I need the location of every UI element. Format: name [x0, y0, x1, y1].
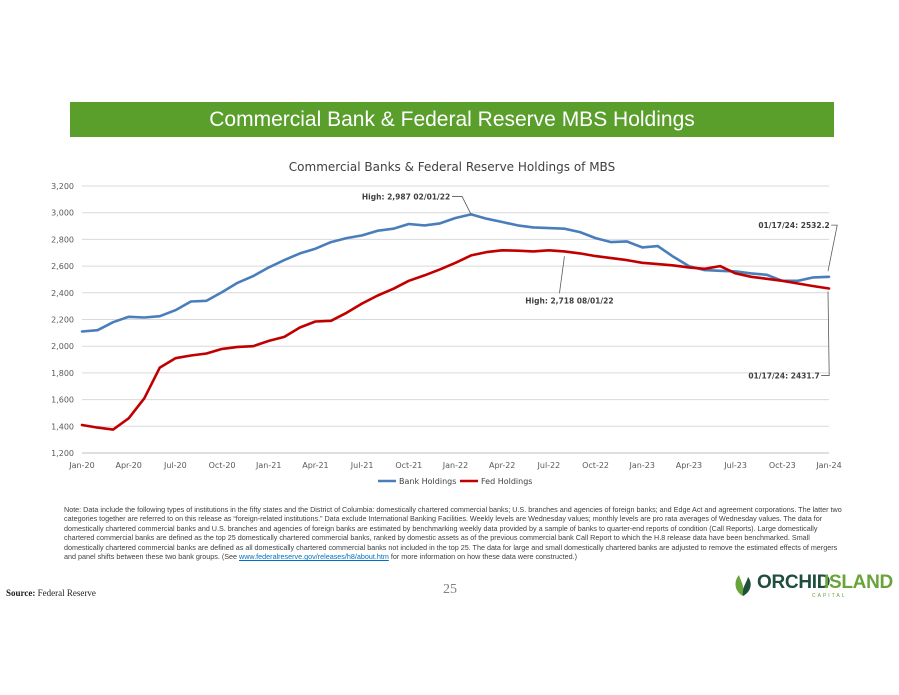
x-tick-label: Jan-21	[255, 461, 281, 470]
federal-reserve-link[interactable]: www.federalreserve.gov/releases/h8/about…	[239, 552, 389, 562]
y-tick-label: 1,400	[51, 422, 74, 431]
x-tick-label: Jul-23	[723, 461, 747, 470]
logo-subtitle: CAPITAL	[812, 593, 847, 599]
x-tick-label: Oct-20	[209, 461, 236, 470]
mbs-line-chart: 1,200 1,400 1,600 1,800 2,000 2,200 2,400 2,600…	[51, 182, 842, 486]
x-tick-label: Oct-22	[582, 461, 609, 470]
annotation-leader	[452, 196, 472, 215]
y-tick-label: 3,000	[51, 209, 74, 218]
leaf-logo-icon	[735, 575, 751, 596]
x-tick-label: Jul-22	[537, 461, 561, 470]
y-tick-label: 1,200	[51, 449, 74, 458]
note-text-end: for more information on how these data w…	[388, 552, 578, 562]
note-text: Note: Data include the following types o…	[64, 505, 842, 562]
x-tick-label: Jan-24	[815, 461, 841, 470]
x-tick-label: Apr-22	[489, 461, 515, 470]
x-tick-label: Oct-23	[769, 461, 796, 470]
page-number: 25	[443, 582, 457, 597]
x-tick-label: Jan-23	[629, 461, 655, 470]
page-banner-title: Commercial Bank & Federal Reserve MBS Ho…	[70, 102, 834, 137]
y-tick-label: 3,200	[51, 182, 74, 191]
annotation-label: High: 2,718 08/01/22	[525, 296, 613, 305]
y-tick-label: 1,600	[51, 396, 74, 405]
logo-word-island: ISLAND	[824, 572, 893, 593]
y-tick-label: 2,800	[51, 235, 74, 244]
x-tick-label: Apr-20	[115, 461, 141, 470]
x-tick-label: Jan-22	[442, 461, 468, 470]
source-value: Federal Reserve	[35, 588, 96, 598]
annotation-label: 01/17/24: 2431.7	[748, 372, 819, 381]
annotation-label: 01/17/24: 2532.2	[758, 221, 829, 230]
chart-title: Commercial Banks & Federal Reserve Holdi…	[288, 160, 616, 174]
source-label: Source:	[6, 588, 36, 598]
y-tick-label: 2,400	[51, 289, 74, 298]
orchid-island-logo: ORCHID ISLAND CAPITAL	[729, 572, 893, 604]
x-tick-label: Oct-21	[395, 461, 422, 470]
x-tick-label: Apr-21	[302, 461, 328, 470]
y-tick-label: 2,000	[51, 342, 74, 351]
x-tick-label: Jan-20	[68, 461, 94, 470]
annotation-leader	[559, 256, 565, 294]
legend-label: Fed Holdings	[481, 477, 532, 486]
bank-holdings-line	[80, 213, 831, 333]
legend-label: Bank Holdings	[399, 477, 456, 486]
source-line: Source: Federal Reserve	[6, 588, 96, 598]
x-tick-label: Apr-23	[676, 461, 702, 470]
annotation-leader	[821, 291, 830, 376]
x-tick-label: Jul-21	[350, 461, 374, 470]
y-tick-label: 1,800	[51, 369, 74, 378]
y-tick-label: 2,200	[51, 316, 74, 325]
x-tick-label: Jul-20	[163, 461, 187, 470]
annotation-label: High: 2,987 02/01/22	[362, 192, 450, 201]
logo-word-orchid: ORCHID	[757, 572, 831, 593]
methodology-note: Note: Data include the following types o…	[64, 505, 844, 561]
y-tick-label: 2,600	[51, 262, 74, 271]
fed-holdings-line	[80, 249, 831, 431]
annotation-leader	[827, 224, 838, 272]
